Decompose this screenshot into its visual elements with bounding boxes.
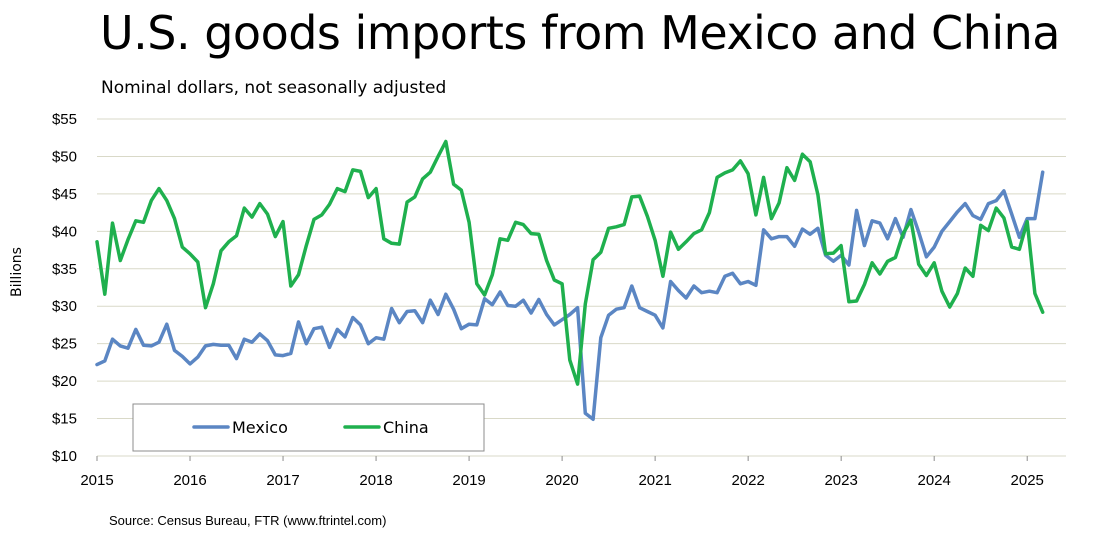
y-tick-label: $20	[52, 373, 77, 390]
x-tick-label: 2016	[173, 472, 206, 489]
y-tick-label: $25	[52, 336, 77, 353]
y-axis-ticks: $10 $15 $20 $25 $30 $35 $40 $45 $50 $55	[52, 111, 77, 465]
series-lines	[95, 139, 1045, 422]
x-tick-label: 2021	[638, 472, 671, 489]
x-tick-label: 2018	[359, 472, 392, 489]
y-tick-label: $10	[52, 448, 77, 465]
x-tick-label: 2023	[824, 472, 857, 489]
legend-label-china: China	[383, 418, 429, 437]
series-line-mexico	[95, 170, 1045, 422]
x-tick-label: 2020	[545, 472, 578, 489]
x-tick-label: 2025	[1011, 472, 1044, 489]
legend: Mexico China	[132, 403, 485, 452]
y-tick-label: $30	[52, 298, 77, 315]
legend-box	[132, 403, 485, 452]
legend-label-mexico: Mexico	[232, 418, 288, 437]
chart-subtitle: Nominal dollars, not seasonally adjusted	[101, 78, 447, 98]
x-tick-label: 2015	[80, 472, 113, 489]
x-axis-ticks: 2015 2016 2017 2018 2019 2020 2021 2022 2023 2024…	[80, 456, 1044, 489]
y-tick-label: $15	[52, 411, 77, 428]
y-tick-label: $40	[52, 223, 77, 240]
y-tick-label: $50	[52, 148, 77, 165]
series-line-china	[95, 139, 1045, 386]
y-tick-label: $55	[52, 111, 77, 128]
y-axis-label: Billions	[9, 247, 25, 297]
x-tick-label: 2017	[266, 472, 299, 489]
y-tick-label: $35	[52, 261, 77, 278]
x-tick-label: 2024	[918, 472, 951, 489]
chart-title: U.S. goods imports from Mexico and China	[100, 6, 1060, 60]
x-tick-label: 2019	[452, 472, 485, 489]
gridlines	[97, 118, 1066, 457]
source-note: Source: Census Bureau, FTR (www.ftrintel…	[109, 513, 387, 528]
x-tick-label: 2022	[731, 472, 764, 489]
y-tick-label: $45	[52, 186, 77, 203]
